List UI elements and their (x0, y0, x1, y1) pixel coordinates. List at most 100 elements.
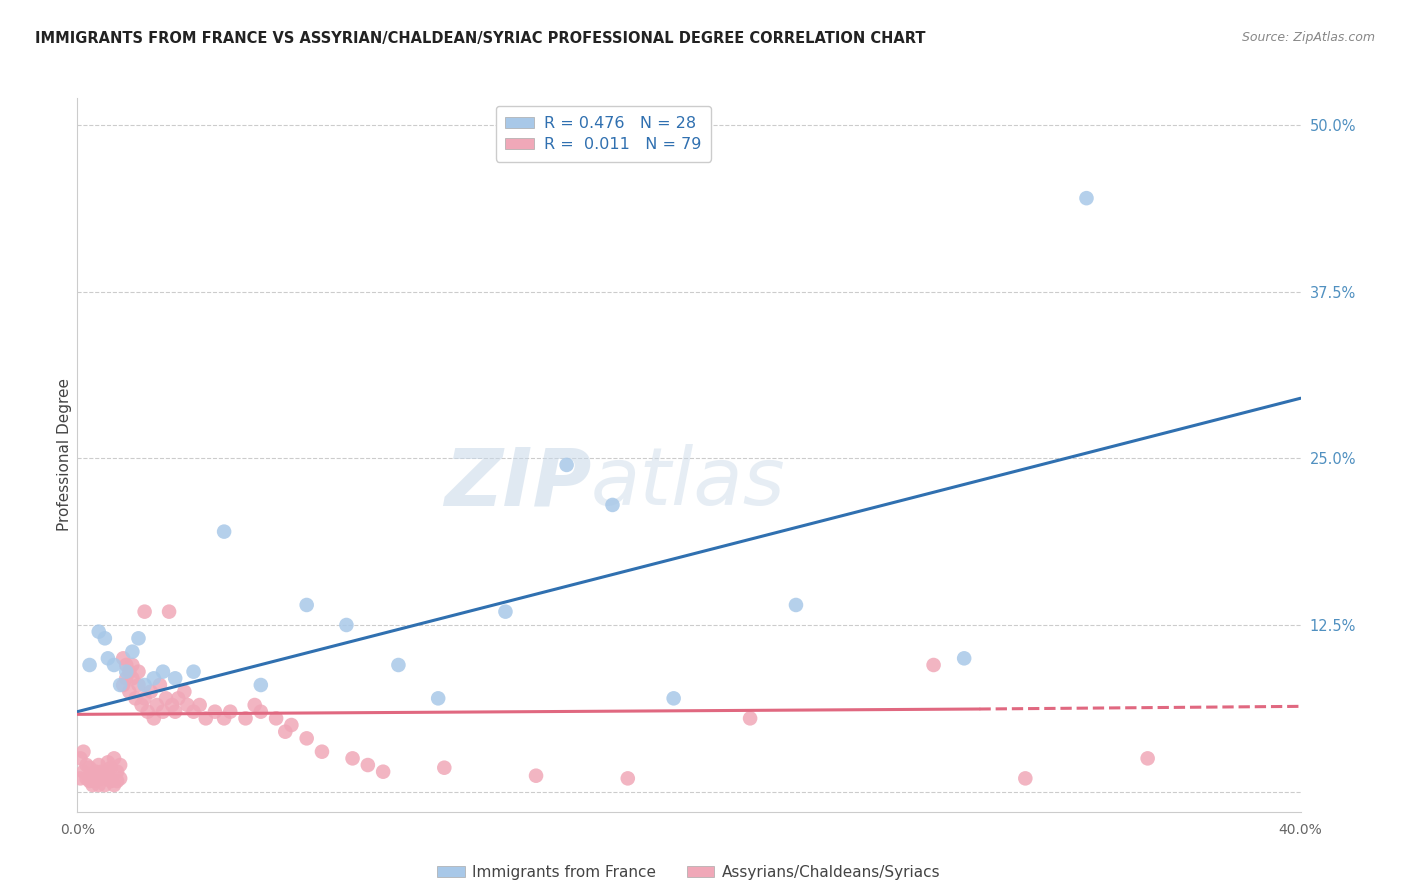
Point (84, 774, 107, 789)
Point (115, 665, 138, 679)
Point (97, 651, 120, 665)
Point (112, 678, 135, 692)
Point (94, 769, 117, 783)
Point (115, 671, 138, 685)
Point (128, 678, 150, 692)
Point (146, 698, 169, 712)
Point (149, 678, 172, 692)
Point (97, 756, 120, 770)
Point (165, 671, 187, 685)
Point (90, 772, 112, 786)
Point (274, 724, 297, 739)
Point (785, 598, 807, 612)
Point (1136, 751, 1159, 765)
Point (280, 718, 302, 732)
Point (371, 764, 394, 779)
Point (433, 761, 456, 775)
Y-axis label: Professional Degree: Professional Degree (56, 378, 72, 532)
Point (524, 769, 547, 783)
Point (79, 658, 101, 673)
Point (76, 772, 98, 786)
Point (342, 751, 364, 765)
Point (103, 751, 125, 765)
Point (131, 698, 153, 712)
Point (953, 651, 976, 665)
Point (740, 711, 762, 725)
Point (922, 658, 945, 673)
Point (165, 705, 187, 719)
Point (1014, 772, 1036, 786)
Point (188, 698, 211, 712)
Point (118, 665, 141, 679)
Point (105, 774, 128, 789)
Point (136, 705, 159, 719)
Point (152, 705, 174, 719)
Point (235, 711, 257, 725)
Point (250, 705, 273, 719)
Point (311, 745, 333, 759)
Point (124, 691, 146, 706)
Point (108, 678, 131, 692)
Point (167, 691, 190, 706)
Point (105, 764, 128, 779)
Point (183, 665, 205, 679)
Point (176, 698, 198, 712)
Text: ZIP: ZIP (444, 444, 591, 523)
Point (69, 772, 91, 786)
Point (204, 705, 226, 719)
Point (194, 711, 217, 725)
Point (84, 764, 107, 779)
Point (90, 764, 112, 779)
Point (555, 458, 578, 472)
Point (1076, 191, 1098, 205)
Point (94, 778, 117, 792)
Point (602, 498, 624, 512)
Point (357, 758, 380, 772)
Point (250, 678, 273, 692)
Text: 0.0%: 0.0% (60, 823, 94, 837)
Point (387, 658, 409, 673)
Point (128, 632, 150, 646)
Point (103, 658, 125, 673)
Point (157, 605, 180, 619)
Point (183, 705, 205, 719)
Point (69, 751, 91, 765)
Point (160, 698, 183, 712)
Point (335, 618, 357, 632)
Point (243, 698, 266, 712)
Text: 40.0%: 40.0% (1278, 823, 1323, 837)
Point (79, 774, 101, 789)
Point (121, 658, 143, 673)
Point (76, 758, 98, 772)
Point (108, 758, 131, 772)
Point (94, 632, 117, 646)
Point (87, 758, 110, 772)
Point (115, 658, 138, 673)
Point (134, 691, 156, 706)
Point (134, 605, 156, 619)
Point (103, 778, 125, 792)
Text: IMMIGRANTS FROM FRANCE VS ASSYRIAN/CHALDEAN/SYRIAC PROFESSIONAL DEGREE CORRELATI: IMMIGRANTS FROM FRANCE VS ASSYRIAN/CHALD… (35, 31, 925, 46)
Point (87, 624, 110, 639)
Point (100, 774, 122, 789)
Point (495, 605, 517, 619)
Point (142, 671, 165, 685)
Point (139, 684, 162, 698)
Point (264, 711, 287, 725)
Point (72, 745, 94, 759)
Point (128, 665, 150, 679)
Legend: Immigrants from France, Assyrians/Chaldeans/Syriacs: Immigrants from France, Assyrians/Chalde… (432, 859, 946, 886)
Point (155, 691, 177, 706)
Point (142, 711, 165, 725)
Point (212, 524, 235, 539)
Point (82, 778, 104, 792)
Point (100, 761, 122, 775)
Point (79, 761, 101, 775)
Point (617, 772, 640, 786)
Point (72, 764, 94, 779)
Point (118, 684, 141, 698)
Point (87, 778, 110, 792)
Text: atlas: atlas (591, 444, 786, 523)
Point (212, 711, 235, 725)
Point (97, 764, 120, 779)
